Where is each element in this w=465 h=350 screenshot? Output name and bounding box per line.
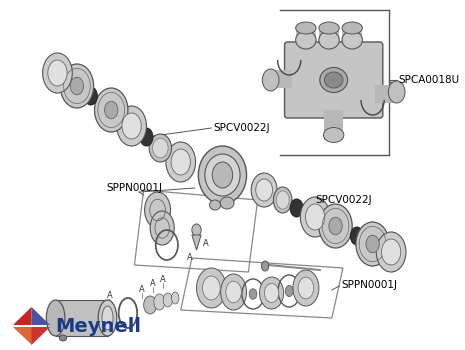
Text: SPCV0022J: SPCV0022J [315, 195, 372, 205]
Ellipse shape [262, 69, 279, 91]
Ellipse shape [319, 31, 339, 49]
Ellipse shape [205, 154, 240, 196]
Ellipse shape [197, 268, 226, 308]
Ellipse shape [366, 235, 379, 253]
Ellipse shape [298, 277, 314, 299]
Ellipse shape [249, 289, 257, 299]
Ellipse shape [209, 200, 220, 210]
Ellipse shape [264, 284, 279, 303]
Text: A: A [106, 292, 112, 301]
Bar [56, 300, 107, 336]
Ellipse shape [140, 128, 153, 146]
Ellipse shape [220, 274, 246, 310]
Text: SPCV0022J: SPCV0022J [213, 123, 270, 133]
Ellipse shape [145, 192, 171, 228]
Bar [269, 70, 292, 88]
Text: SPPN0001J: SPPN0001J [106, 183, 163, 193]
Ellipse shape [117, 106, 146, 146]
Ellipse shape [212, 162, 232, 188]
Ellipse shape [276, 191, 289, 209]
Ellipse shape [60, 64, 93, 108]
Ellipse shape [356, 222, 389, 266]
Ellipse shape [261, 261, 269, 271]
Ellipse shape [122, 113, 141, 139]
Ellipse shape [319, 204, 352, 248]
Ellipse shape [172, 292, 179, 304]
Ellipse shape [286, 285, 293, 296]
FancyBboxPatch shape [285, 42, 383, 118]
Ellipse shape [381, 239, 401, 265]
Ellipse shape [220, 197, 234, 209]
Ellipse shape [171, 149, 190, 175]
Ellipse shape [199, 146, 246, 204]
Ellipse shape [388, 81, 405, 103]
Bar [325, 110, 343, 140]
Ellipse shape [153, 138, 168, 158]
Polygon shape [192, 235, 201, 250]
Ellipse shape [226, 281, 241, 303]
Ellipse shape [306, 204, 325, 230]
Ellipse shape [60, 335, 67, 341]
Ellipse shape [149, 134, 172, 162]
Ellipse shape [70, 77, 84, 95]
Ellipse shape [296, 31, 316, 49]
Ellipse shape [256, 179, 272, 201]
Text: A: A [187, 253, 193, 262]
Ellipse shape [163, 293, 173, 307]
Bar [375, 85, 399, 103]
Bar [296, 25, 316, 45]
Ellipse shape [320, 68, 347, 92]
Ellipse shape [43, 53, 72, 93]
Polygon shape [13, 327, 32, 345]
Ellipse shape [46, 300, 65, 336]
Ellipse shape [293, 270, 319, 306]
Ellipse shape [154, 294, 165, 310]
Ellipse shape [166, 142, 196, 182]
Bar [342, 25, 362, 45]
Ellipse shape [319, 22, 339, 34]
Ellipse shape [296, 22, 316, 34]
Ellipse shape [342, 31, 362, 49]
Ellipse shape [350, 227, 363, 245]
Ellipse shape [144, 296, 157, 314]
Ellipse shape [105, 101, 118, 119]
Ellipse shape [202, 276, 220, 300]
Text: Meynell: Meynell [56, 317, 142, 336]
Polygon shape [32, 327, 50, 345]
Ellipse shape [84, 87, 97, 105]
Ellipse shape [251, 173, 277, 207]
Text: A: A [160, 275, 166, 285]
Ellipse shape [300, 197, 330, 237]
Polygon shape [13, 307, 32, 325]
Ellipse shape [325, 72, 343, 88]
Text: SPCA0018U: SPCA0018U [399, 75, 460, 85]
Ellipse shape [150, 211, 174, 245]
Text: A: A [150, 280, 156, 288]
Ellipse shape [259, 277, 284, 309]
Text: SPPN0001J: SPPN0001J [341, 280, 397, 290]
Polygon shape [32, 307, 50, 325]
Ellipse shape [376, 232, 406, 272]
Ellipse shape [273, 187, 292, 213]
Ellipse shape [329, 217, 342, 235]
Text: A: A [203, 238, 209, 247]
Ellipse shape [192, 224, 201, 236]
Text: A: A [139, 286, 145, 294]
Ellipse shape [94, 88, 128, 132]
Ellipse shape [102, 306, 113, 330]
Ellipse shape [98, 300, 117, 336]
Ellipse shape [324, 127, 344, 142]
Ellipse shape [48, 60, 67, 86]
Ellipse shape [290, 199, 303, 217]
Ellipse shape [342, 22, 362, 34]
Bar [319, 25, 339, 45]
